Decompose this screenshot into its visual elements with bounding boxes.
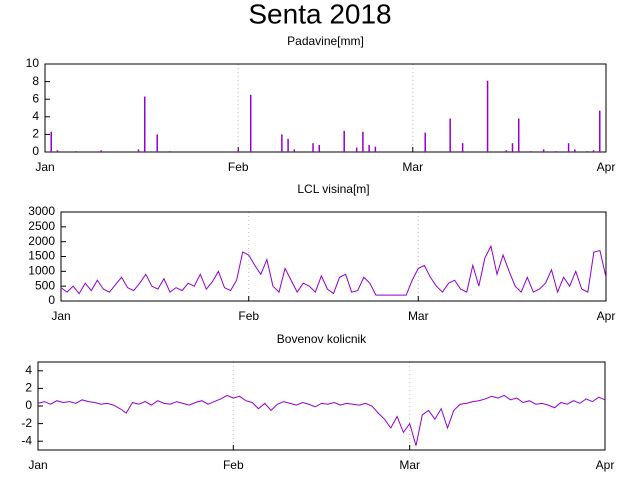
y-tick-label: -2 xyxy=(21,416,32,430)
x-tick-label: Mar xyxy=(399,458,420,472)
bar xyxy=(100,150,102,152)
y-tick-label: 2 xyxy=(32,127,39,141)
bar xyxy=(137,149,140,152)
y-tick-label: 500 xyxy=(35,278,55,292)
bar xyxy=(461,143,464,152)
y-tick-label: 2500 xyxy=(28,219,55,233)
bar xyxy=(449,118,451,152)
bar xyxy=(362,131,364,152)
y-tick-label: 4 xyxy=(32,109,39,123)
y-tick-label: 3000 xyxy=(28,204,55,218)
bar xyxy=(592,150,595,152)
y-tick-label: 0 xyxy=(32,144,39,158)
x-tick-label: Feb xyxy=(223,458,244,472)
bar xyxy=(511,143,514,152)
y-tick-label: 2 xyxy=(25,381,32,395)
y-tick-label: 0 xyxy=(48,293,55,307)
main-title: Senta 2018 xyxy=(248,0,391,29)
bar xyxy=(574,149,576,152)
y-tick-label: 8 xyxy=(32,74,39,88)
bar xyxy=(586,151,589,152)
bar xyxy=(355,147,358,152)
x-tick-label: Apr xyxy=(596,458,615,472)
x-tick-label: Mar xyxy=(402,160,423,174)
y-tick-label: 2000 xyxy=(28,234,55,248)
subplot-title: Bovenov kolicnik xyxy=(277,332,367,346)
x-tick-label: Apr xyxy=(597,160,616,174)
bar xyxy=(281,134,283,152)
x-tick-label: Jan xyxy=(28,458,47,472)
y-tick-label: 0 xyxy=(25,398,32,412)
bar xyxy=(249,94,252,152)
bar xyxy=(318,144,321,152)
bar xyxy=(530,151,532,152)
bar xyxy=(143,96,146,152)
y-tick-label: 6 xyxy=(32,91,39,105)
bar xyxy=(599,110,601,152)
bar xyxy=(374,146,377,152)
bar xyxy=(56,150,59,152)
subplot-title: Padavine[mm] xyxy=(287,34,364,48)
plot-frame xyxy=(60,211,607,302)
plot-frame xyxy=(44,63,607,153)
bar xyxy=(517,118,520,152)
bar xyxy=(555,151,557,152)
bar xyxy=(156,134,158,152)
y-tick-label: 1500 xyxy=(28,249,55,263)
subplot-title: LCL visina[m] xyxy=(297,182,369,196)
data-line xyxy=(37,394,606,446)
bar xyxy=(343,130,345,152)
bar xyxy=(567,143,570,152)
y-tick-label: -4 xyxy=(21,433,32,447)
x-tick-label: Jan xyxy=(35,160,54,174)
x-tick-label: Mar xyxy=(408,309,429,323)
bar xyxy=(486,80,489,152)
bar xyxy=(237,150,239,152)
bar xyxy=(312,143,314,152)
y-tick-label: 1000 xyxy=(28,264,55,278)
x-tick-label: Feb xyxy=(228,160,249,174)
bar xyxy=(368,144,370,152)
bar xyxy=(168,151,171,152)
bar xyxy=(293,149,296,152)
bar xyxy=(287,138,289,152)
plot-frame xyxy=(37,361,606,451)
x-tick-label: Feb xyxy=(238,309,259,323)
bar xyxy=(50,131,52,152)
x-tick-label: Apr xyxy=(597,309,616,323)
y-tick-label: 4 xyxy=(25,363,32,377)
bar xyxy=(505,150,508,152)
bar xyxy=(542,149,545,152)
bar xyxy=(75,151,77,152)
x-tick-label: Jan xyxy=(51,309,70,323)
data-line xyxy=(60,244,607,296)
y-tick-label: 10 xyxy=(26,56,40,70)
bar xyxy=(424,132,426,152)
